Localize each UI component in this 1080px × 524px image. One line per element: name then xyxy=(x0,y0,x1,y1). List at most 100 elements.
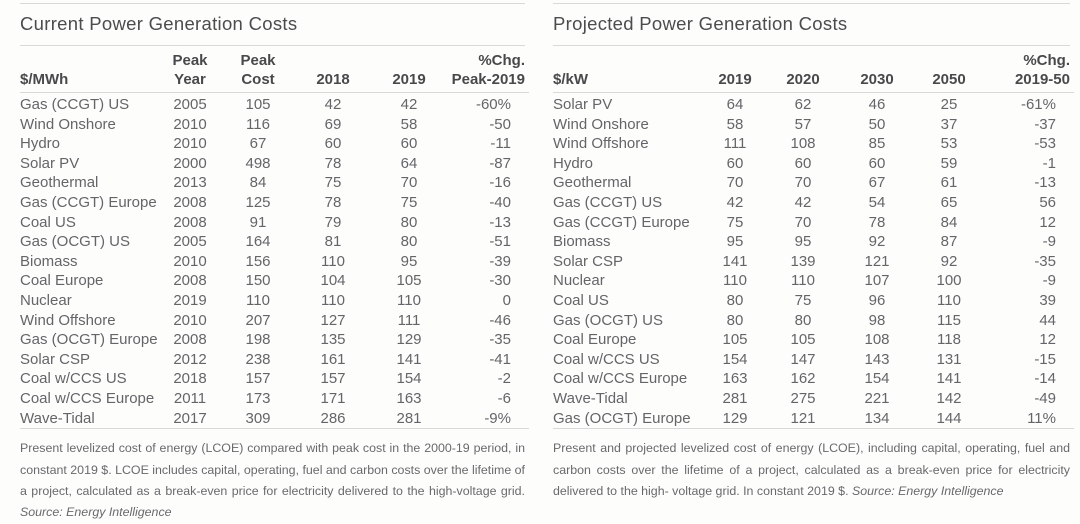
projected-costs-panel: Projected Power Generation Costs $/kW 201… xyxy=(553,3,1074,524)
row-label: Hydro xyxy=(553,154,594,172)
cell-value: 2008 xyxy=(173,272,207,290)
cell-value: 42 xyxy=(794,193,812,211)
cell-value: 2000 xyxy=(173,154,207,172)
cell-value: 2011 xyxy=(173,389,207,407)
column-header: Peak Cost xyxy=(240,52,276,88)
source-credit: Source: Energy Intelligence xyxy=(20,505,172,520)
column-header: 2020 xyxy=(786,71,820,88)
cell-value: 81 xyxy=(324,233,342,251)
table-row: Gas (CCGT) US 2005 105 42 42 -60% xyxy=(20,93,529,115)
cell-value: 79 xyxy=(324,213,342,231)
cell-value: 150 xyxy=(245,272,271,290)
cell-value: 92 xyxy=(868,233,886,251)
cell-value: 108 xyxy=(864,331,890,349)
cell-value: -35 xyxy=(489,331,511,349)
table-row: Coal w/CCS US 2018 157 157 154 -2 xyxy=(20,369,529,389)
cell-value: 139 xyxy=(790,252,816,270)
row-label: Biomass xyxy=(553,233,611,251)
cell-value: 309 xyxy=(245,409,271,427)
column-header: 2019 xyxy=(718,71,752,88)
cell-value: 110 xyxy=(397,291,421,309)
table-row: Wind Onshore 58 57 50 37 -37 xyxy=(553,115,1074,135)
cell-value: 12 xyxy=(1039,331,1056,349)
cell-value: 95 xyxy=(726,233,744,251)
cell-value: 110 xyxy=(937,291,961,309)
cell-value: 141 xyxy=(936,370,962,388)
cell-value: 78 xyxy=(868,213,886,231)
row-label: Coal Europe xyxy=(20,272,104,290)
cell-value: 46 xyxy=(868,96,886,113)
cell-value: 60 xyxy=(324,135,342,153)
cell-value: 127 xyxy=(320,311,346,329)
cell-value: 131 xyxy=(936,350,962,368)
cell-value: 156 xyxy=(245,252,271,270)
table-row: Solar PV 2000 498 78 64 -87 xyxy=(20,154,529,174)
column-header: Peak Year xyxy=(172,52,208,88)
table-row: Gas (CCGT) US 42 42 54 65 56 xyxy=(553,193,1074,213)
cell-value: 108 xyxy=(790,135,816,153)
cell-value: 2019 xyxy=(173,291,207,309)
cell-value: 54 xyxy=(868,193,886,211)
cell-value: -9 xyxy=(1042,272,1056,290)
row-label: Gas (OCGT) US xyxy=(20,233,131,251)
current-costs-header: $/MWh Peak Year Peak Cost 2018 2019 %Chg. Peak-2… xyxy=(20,46,529,93)
cell-value: 2012 xyxy=(173,350,207,368)
cell-value: 56 xyxy=(1039,193,1056,211)
unit-header: $/MWh xyxy=(20,71,69,88)
row-label: Gas (OCGT) US xyxy=(553,311,664,329)
table-row: Coal Europe 2008 150 104 105 -30 xyxy=(20,271,529,291)
cell-value: 144 xyxy=(936,409,962,427)
table-row: Coal US 80 75 96 110 39 xyxy=(553,291,1074,311)
cell-value: -9% xyxy=(484,409,511,427)
table-row: Gas (OCGT) Europe 129 121 134 144 11% xyxy=(553,409,1074,429)
cell-value: 129 xyxy=(396,331,422,349)
cell-value: 80 xyxy=(726,291,744,309)
cell-value: 154 xyxy=(864,370,890,388)
cell-value: -46 xyxy=(489,311,511,329)
cell-value: 142 xyxy=(936,389,962,407)
cell-value: 95 xyxy=(794,233,812,251)
cell-value: 78 xyxy=(324,154,342,172)
projected-costs-title: Projected Power Generation Costs xyxy=(553,13,1070,46)
cell-value: 53 xyxy=(940,135,958,153)
table-row: Hydro 60 60 60 59 -1 xyxy=(553,154,1074,174)
cell-value: 44 xyxy=(1039,311,1056,329)
cell-value: 116 xyxy=(246,115,270,133)
row-label: Biomass xyxy=(20,252,78,270)
cell-value: 84 xyxy=(249,174,267,192)
cell-value: 105 xyxy=(396,272,422,290)
cell-value: 60 xyxy=(868,154,886,172)
cell-value: 2010 xyxy=(173,252,207,270)
cell-value: 65 xyxy=(940,193,958,211)
cell-value: 2008 xyxy=(173,213,207,231)
cell-value: 2017 xyxy=(173,409,207,427)
row-label: Wave-Tidal xyxy=(20,409,95,427)
cell-value: -87 xyxy=(489,154,511,172)
cell-value: 2010 xyxy=(173,135,207,153)
cell-value: 2018 xyxy=(173,370,207,388)
footnote-text: Present and projected levelized cost of … xyxy=(553,441,1070,498)
cell-value: 118 xyxy=(937,331,961,349)
row-label: Coal w/CCS US xyxy=(20,370,127,388)
cell-value: 157 xyxy=(245,370,271,388)
table-row: Coal w/CCS Europe 163 162 154 141 -14 xyxy=(553,369,1074,389)
cell-value: 60 xyxy=(726,154,744,172)
cell-value: -60% xyxy=(475,96,511,113)
row-label: Gas (CCGT) Europe xyxy=(553,213,690,231)
cell-value: 125 xyxy=(245,193,271,211)
cell-value: 96 xyxy=(868,291,886,309)
cell-value: 37 xyxy=(940,115,958,133)
cell-value: 2010 xyxy=(173,311,207,329)
cell-value: 141 xyxy=(722,252,748,270)
current-costs-panel: Current Power Generation Costs $/MWh Peak… xyxy=(20,3,529,524)
cell-value: 98 xyxy=(868,311,886,329)
table-row: Wind Offshore 2010 207 127 111 -46 xyxy=(20,311,529,331)
cell-value: 157 xyxy=(320,370,346,388)
cell-value: 80 xyxy=(400,213,418,231)
table-row: Gas (OCGT) US 2005 164 81 80 -51 xyxy=(20,232,529,252)
cell-value: -30 xyxy=(489,272,511,290)
cell-value: 275 xyxy=(790,389,816,407)
cell-value: -9 xyxy=(1042,233,1056,251)
cell-value: 163 xyxy=(722,370,748,388)
cell-value: 198 xyxy=(245,331,271,349)
